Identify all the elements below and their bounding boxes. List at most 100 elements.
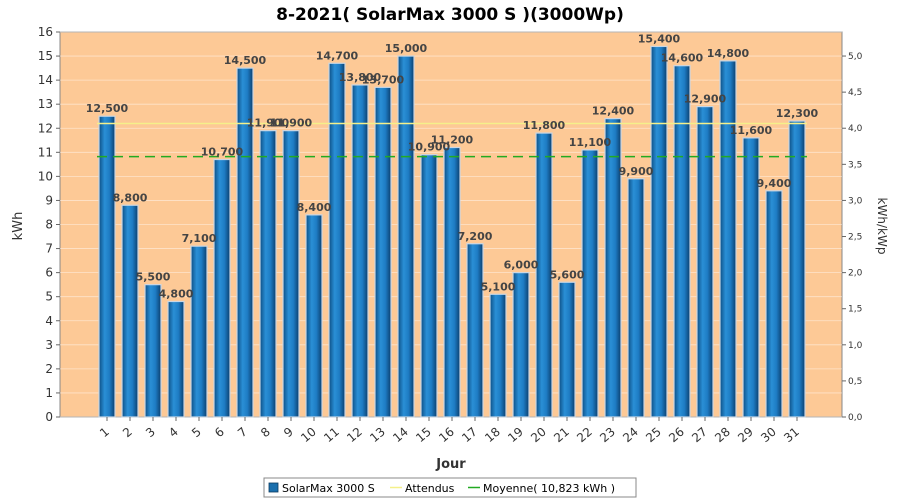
y-tick-label: 3 <box>45 338 53 352</box>
x-tick-label: 12 <box>344 425 365 446</box>
x-tick-label: 18 <box>482 425 503 446</box>
bar <box>581 149 599 418</box>
bar <box>489 293 507 418</box>
bar-value-label: 14,500 <box>224 54 267 67</box>
bar-value-label: 13,700 <box>362 73 405 86</box>
y-axis-label: kWh <box>11 212 26 241</box>
y-tick-label: 8 <box>45 218 53 232</box>
bar-value-label: 11,900 <box>247 117 290 130</box>
bar <box>788 120 806 418</box>
bar <box>558 281 576 418</box>
x-tick-label: 25 <box>643 425 664 446</box>
legend-label-bars: SolarMax 3000 S <box>282 482 375 495</box>
y-tick-label: 11 <box>38 145 53 159</box>
bar-value-label: 11,800 <box>523 119 566 132</box>
bar-value-label: 12,300 <box>776 107 819 120</box>
bar <box>259 130 277 418</box>
bar-value-label: 6,000 <box>504 259 539 272</box>
y2-axis-label: kWh/kWp <box>875 198 889 255</box>
x-tick-label: 23 <box>597 425 618 446</box>
bar <box>213 158 231 418</box>
bar-value-label: 5,100 <box>481 280 516 293</box>
bar-value-label: 10,900 <box>408 141 451 154</box>
chart-title: 8-2021( SolarMax 3000 S )(3000Wp) <box>276 5 624 25</box>
bar <box>420 154 438 418</box>
x-tick-label: 7 <box>235 425 250 441</box>
bar <box>765 190 783 418</box>
y2-tick-label: 3,5 <box>848 160 862 170</box>
legend-swatch-bars <box>268 482 279 493</box>
y-tick-label: 0 <box>45 410 53 424</box>
bar-value-label: 7,100 <box>182 232 217 245</box>
y-tick-label: 4 <box>45 314 53 328</box>
bar-value-label: 13,800 <box>339 71 382 84</box>
bar-value-label: 14,800 <box>707 47 750 60</box>
bar <box>351 84 369 418</box>
y-tick-label: 7 <box>45 242 53 256</box>
x-tick-label: 11 <box>321 425 342 446</box>
x-tick-label: 29 <box>735 425 756 446</box>
x-tick-label: 4 <box>166 425 181 441</box>
bar-value-label: 8,800 <box>113 191 148 204</box>
y-tick-label: 1 <box>45 386 53 400</box>
y2-tick-label: 4,5 <box>848 88 862 98</box>
y-tick-label: 15 <box>38 49 53 63</box>
y2-tick-label: 5,0 <box>848 52 863 62</box>
x-tick-label: 8 <box>258 425 273 441</box>
bar <box>466 243 484 418</box>
bar <box>696 105 714 418</box>
x-tick-label: 9 <box>281 425 296 441</box>
x-tick-label: 5 <box>189 425 204 441</box>
y2-tick-label: 2,5 <box>848 233 862 243</box>
x-tick-label: 10 <box>298 425 319 446</box>
legend-box <box>263 477 637 498</box>
bar <box>98 115 116 418</box>
y-tick-label: 12 <box>38 121 53 135</box>
y2-tick-label: 1,0 <box>848 341 863 351</box>
bar <box>282 130 300 418</box>
bar-value-label: 12,900 <box>684 93 727 106</box>
y2-tick-label: 0,5 <box>848 377 862 387</box>
bar-value-label: 12,400 <box>592 105 635 118</box>
y2-tick-label: 2,0 <box>848 269 863 279</box>
y-tick-label: 6 <box>45 266 53 280</box>
bar <box>167 300 185 418</box>
bar <box>627 178 645 418</box>
y-tick-label: 14 <box>38 73 53 87</box>
bar-value-label: 9,400 <box>757 177 792 190</box>
y2-tick-label: 3,0 <box>848 196 863 206</box>
bar-value-label: 11,100 <box>569 136 612 149</box>
y-tick-label: 2 <box>45 362 53 376</box>
x-tick-label: 13 <box>367 425 388 446</box>
bar <box>144 284 162 418</box>
bar-value-label: 12,500 <box>86 102 129 115</box>
bar-value-label: 11,900 <box>270 117 313 130</box>
x-tick-label: 24 <box>620 425 641 446</box>
bar <box>397 55 415 418</box>
bar-value-label: 5,600 <box>550 268 585 281</box>
bar <box>512 272 530 418</box>
x-tick-label: 20 <box>528 425 549 446</box>
x-tick-label: 30 <box>758 425 779 446</box>
bar <box>121 204 139 418</box>
bar-value-label: 14,700 <box>316 49 359 62</box>
bar-value-label: 5,500 <box>136 271 171 284</box>
bar-value-label: 9,900 <box>619 165 654 178</box>
legend-label-expected: Attendus <box>405 482 455 495</box>
y-tick-label: 9 <box>45 193 53 207</box>
bar <box>719 60 737 418</box>
y2-tick-label: 4,0 <box>848 124 863 134</box>
reference-lines <box>97 122 807 158</box>
x-tick-label: 16 <box>436 425 457 446</box>
x-tick-label: 21 <box>551 425 572 446</box>
x-tick-label: 2 <box>120 425 135 441</box>
bar <box>673 65 691 418</box>
y2-axis-ticks: 0,0 0,5 1,0 1,5 2,0 2,5 3,0 3,5 4,0 4,5 5,0 <box>842 52 863 423</box>
y-tick-label: 10 <box>38 169 53 183</box>
y-tick-label: 13 <box>38 97 53 111</box>
bar <box>328 62 346 418</box>
bar-value-label: 14,600 <box>661 52 704 65</box>
legend: SolarMax 3000 S Attendus Moyenne( 10,823… <box>263 477 637 498</box>
